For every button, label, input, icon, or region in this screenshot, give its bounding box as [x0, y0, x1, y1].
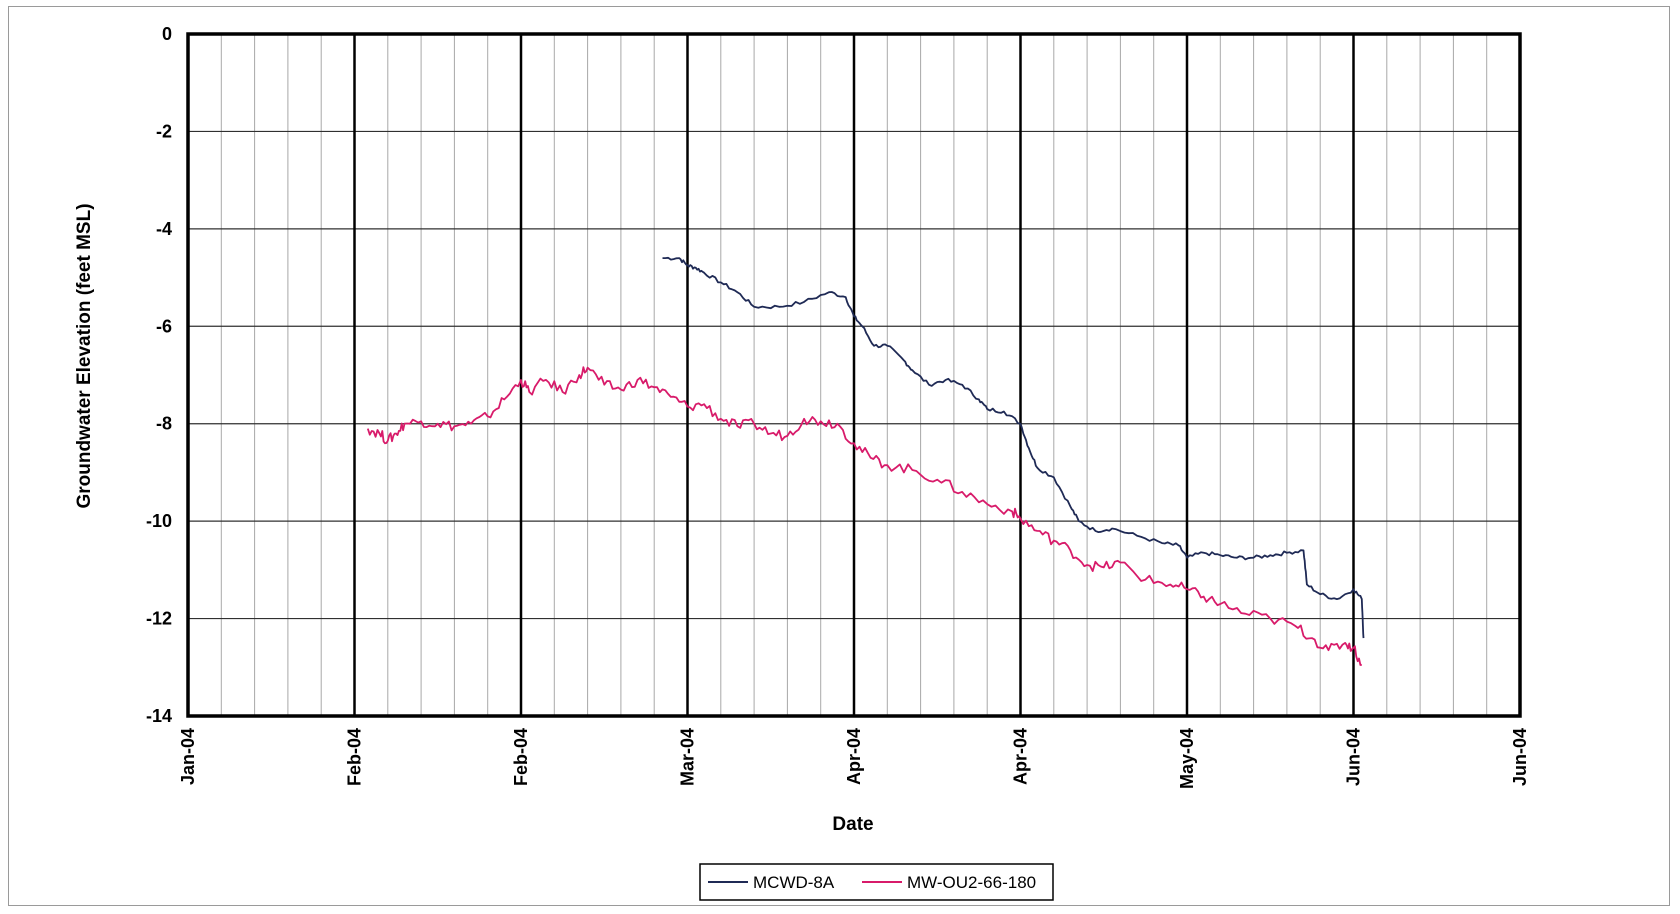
- legend-label-mw-ou2-66-180: MW-OU2-66-180: [907, 873, 1036, 892]
- x-tick-label: May-04: [1177, 728, 1197, 789]
- grid-lines: [186, 32, 1522, 718]
- y-tick-label: 0: [162, 24, 172, 44]
- x-tick-label: Feb-04: [345, 728, 365, 786]
- x-tick-label: Apr-04: [1011, 728, 1031, 785]
- y-tick-label: -12: [146, 609, 172, 629]
- series-line-mcwd-8a: [662, 256, 1365, 639]
- y-axis-ticks: 0 -2 -4 -6 -8 -10 -12 -14: [146, 24, 172, 726]
- x-tick-label: Apr-04: [844, 728, 864, 785]
- x-tick-label: Mar-04: [678, 728, 698, 786]
- series-line-mw-ou2-66-180: [366, 366, 1362, 666]
- x-axis-title: Date: [832, 814, 873, 835]
- y-axis-title: Groundwater Elevation (feet MSL): [74, 203, 95, 508]
- y-tick-label: -6: [156, 316, 172, 336]
- chart-frame: [8, 6, 1670, 906]
- plot-border: [186, 32, 1522, 718]
- y-tick-label: -8: [156, 414, 172, 434]
- x-tick-label: Jun-04: [1510, 728, 1530, 786]
- x-tick-label: Jun-04: [1344, 728, 1364, 786]
- legend: MCWD-8A MW-OU2-66-180: [699, 863, 1054, 901]
- y-tick-label: -2: [156, 121, 172, 141]
- y-tick-label: -4: [156, 219, 172, 239]
- y-tick-label: -10: [146, 511, 172, 531]
- x-tick-label: Feb-04: [511, 728, 531, 786]
- legend-label-mcwd-8a: MCWD-8A: [753, 873, 835, 892]
- x-axis-ticks: Jan-04 Feb-04 Feb-04 Mar-04 Apr-04 Apr-04 May-…: [178, 728, 1530, 789]
- series-layer: [366, 256, 1365, 666]
- y-tick-label: -14: [146, 706, 172, 726]
- x-tick-label: Jan-04: [178, 728, 198, 785]
